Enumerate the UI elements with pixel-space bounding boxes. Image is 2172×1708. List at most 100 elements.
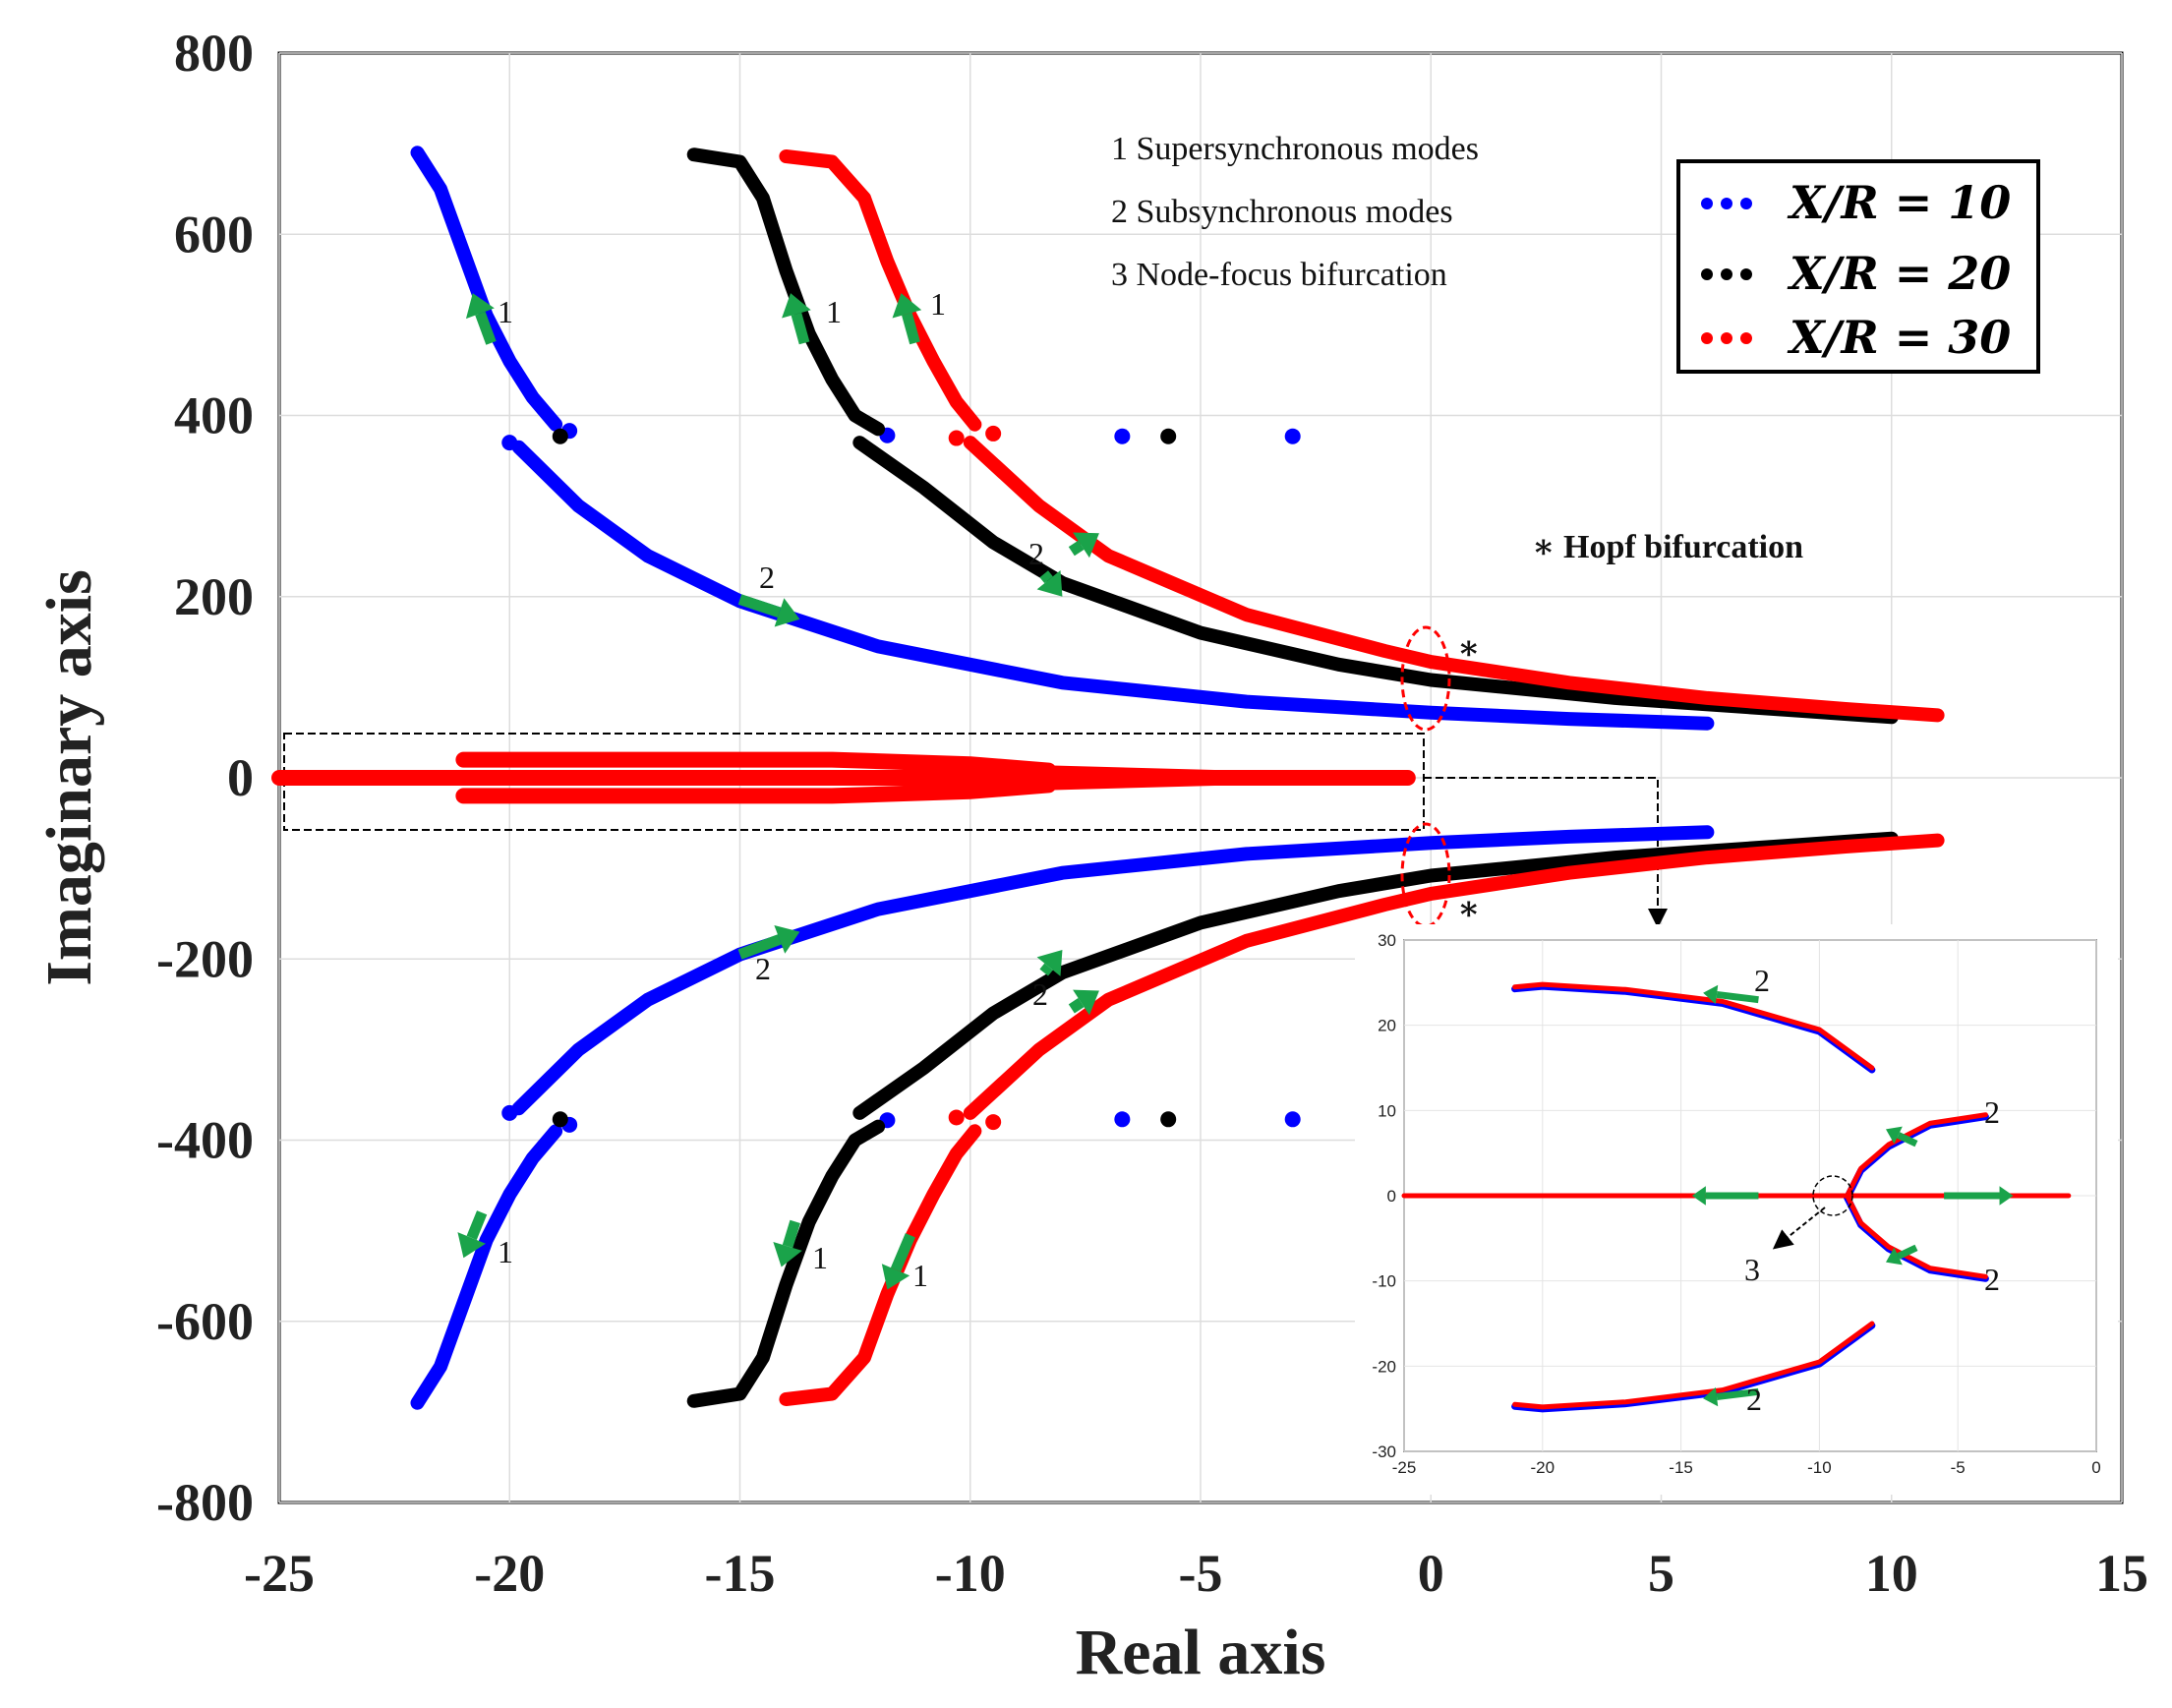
direction-arrow-head	[782, 293, 811, 319]
series-point	[1114, 1111, 1131, 1128]
annotation-supersync: 1 Supersynchronous modes	[1111, 131, 1479, 167]
inset-node-focus-pointer	[1772, 1207, 1826, 1250]
inset-y-tick-label: 10	[1378, 1101, 1396, 1120]
hopf-star-lower: ∗	[1457, 891, 1481, 927]
mark-2-blue-lower: 2	[755, 951, 771, 986]
y-tick-label: 0	[227, 748, 254, 807]
inset-direction-arrow-head	[1703, 984, 1719, 1005]
inset-direction-arrow	[1716, 990, 1759, 1004]
y-tick-label: -600	[156, 1292, 254, 1351]
inset-mark-2-parabola-lower: 2	[1984, 1262, 2000, 1297]
inset-direction-arrow	[1897, 1244, 1918, 1260]
mark-1-black-lower: 1	[812, 1240, 828, 1275]
mark-1-black-upper: 1	[826, 294, 842, 329]
inset-node-focus-circle	[1812, 1175, 1853, 1216]
series-point	[1160, 428, 1177, 444]
main-series	[271, 146, 1945, 1410]
series-supersync-branch	[410, 1124, 563, 1410]
inset-x-tick-label: -5	[1951, 1458, 1966, 1477]
y-tick-label: 400	[174, 386, 254, 445]
inset-mark-2-parabola-upper: 2	[1984, 1094, 2000, 1130]
x-tick-label: 0	[1418, 1544, 1444, 1603]
legend-label-xr30: X/R = 30	[1787, 311, 2011, 364]
inset-curve-red	[1512, 981, 1875, 1071]
inset-y-tick-label: -20	[1372, 1357, 1396, 1376]
direction-arrow-head	[1036, 569, 1063, 597]
direction-arrow-head	[773, 1241, 802, 1267]
series-point	[985, 425, 1002, 442]
inset-curve-red	[1512, 1321, 1875, 1410]
x-tick-label: -25	[244, 1544, 315, 1603]
legend-label-xr20: X/R = 20	[1787, 247, 2011, 300]
series-point	[1284, 1111, 1301, 1128]
series-point	[552, 1111, 568, 1128]
direction-arrow	[737, 594, 782, 618]
inset-mark-2-upper-branch: 2	[1754, 963, 1770, 998]
mark-1-red-lower: 1	[912, 1258, 928, 1293]
direction-arrow	[1068, 540, 1085, 557]
x-tick-label: 15	[2095, 1544, 2148, 1603]
series-point	[1160, 1111, 1177, 1128]
inset-direction-arrow-head	[1999, 1186, 2014, 1206]
annotation-subsync: 2 Subsynchronous modes	[1111, 194, 1453, 230]
inset-x-tick-label: -25	[1392, 1458, 1417, 1477]
inset-x-tick-label: 0	[2091, 1458, 2100, 1477]
mark-1-blue-upper: 1	[498, 294, 513, 329]
zoom-connector	[1424, 777, 1668, 928]
inset-y-tick-label: 0	[1387, 1187, 1396, 1206]
mark-1-blue-lower: 1	[498, 1234, 513, 1269]
legend-entry-xr10: X/R = 10	[1701, 176, 2011, 229]
direction-arrow	[466, 1210, 488, 1240]
direction-arrow	[1039, 963, 1053, 976]
annotation-nodefocus: 3 Node-focus bifurcation	[1111, 257, 1447, 293]
y-tick-label: 200	[174, 567, 254, 626]
series-point	[1114, 428, 1131, 444]
inset-mark-3: 3	[1744, 1252, 1760, 1287]
main-direction-arrows	[457, 293, 1099, 1290]
series-subsync-branch	[963, 436, 1945, 723]
direction-arrow-head	[881, 1264, 910, 1290]
direction-arrow	[1068, 997, 1085, 1014]
y-tick-label: -400	[156, 1111, 254, 1170]
series-subsync-branch	[511, 825, 1715, 1116]
x-tick-label: -15	[705, 1544, 776, 1603]
inset-y-tick-label: 20	[1378, 1017, 1396, 1035]
series-point	[1284, 428, 1301, 444]
direction-arrow-head	[1073, 532, 1099, 559]
y-tick-label: 800	[174, 24, 254, 83]
inset-x-tick-label: -15	[1669, 1458, 1693, 1477]
real-mode-bulge	[993, 765, 1238, 791]
inset-mark-2-lower-branch: 2	[1746, 1382, 1762, 1417]
series-point	[501, 1104, 518, 1121]
x-tick-label: 10	[1865, 1544, 1918, 1603]
legend-entry-xr20: X/R = 20	[1701, 247, 2011, 300]
legend: X/R = 10 X/R = 20 X/R = 30	[1676, 159, 2040, 374]
y-tick-label: 600	[174, 205, 254, 264]
hopf-ellipse-upper	[1400, 625, 1451, 732]
inset-direction-arrow-head	[1691, 1186, 1706, 1206]
series-subsync-branch	[511, 440, 1715, 731]
series-supersync-branch	[779, 149, 982, 432]
direction-arrow-head	[465, 293, 495, 320]
y-tick-label: -800	[156, 1473, 254, 1532]
x-tick-label: -5	[1179, 1544, 1223, 1603]
inset-series	[1401, 981, 2072, 1413]
hopf-ellipse-lower	[1400, 822, 1451, 928]
direction-arrow-head	[892, 293, 922, 319]
direction-arrow	[1039, 570, 1053, 584]
direction-arrow-head	[457, 1232, 486, 1259]
series-point	[501, 435, 518, 451]
mark-1-red-upper: 1	[930, 286, 946, 322]
series-point	[552, 428, 568, 444]
legend-box	[1676, 159, 2040, 374]
annotation-hopf: ∗ Hopf bifurcation	[1532, 529, 1803, 565]
direction-arrow	[890, 1233, 915, 1272]
inset-x-tick-label: -10	[1807, 1458, 1832, 1477]
hopf-star-upper: ∗	[1457, 630, 1481, 667]
inset-y-tick-label: -10	[1372, 1272, 1396, 1291]
inset-direction-arrow	[1716, 1387, 1759, 1401]
x-tick-label: -20	[474, 1544, 545, 1603]
direction-arrow	[475, 311, 497, 345]
